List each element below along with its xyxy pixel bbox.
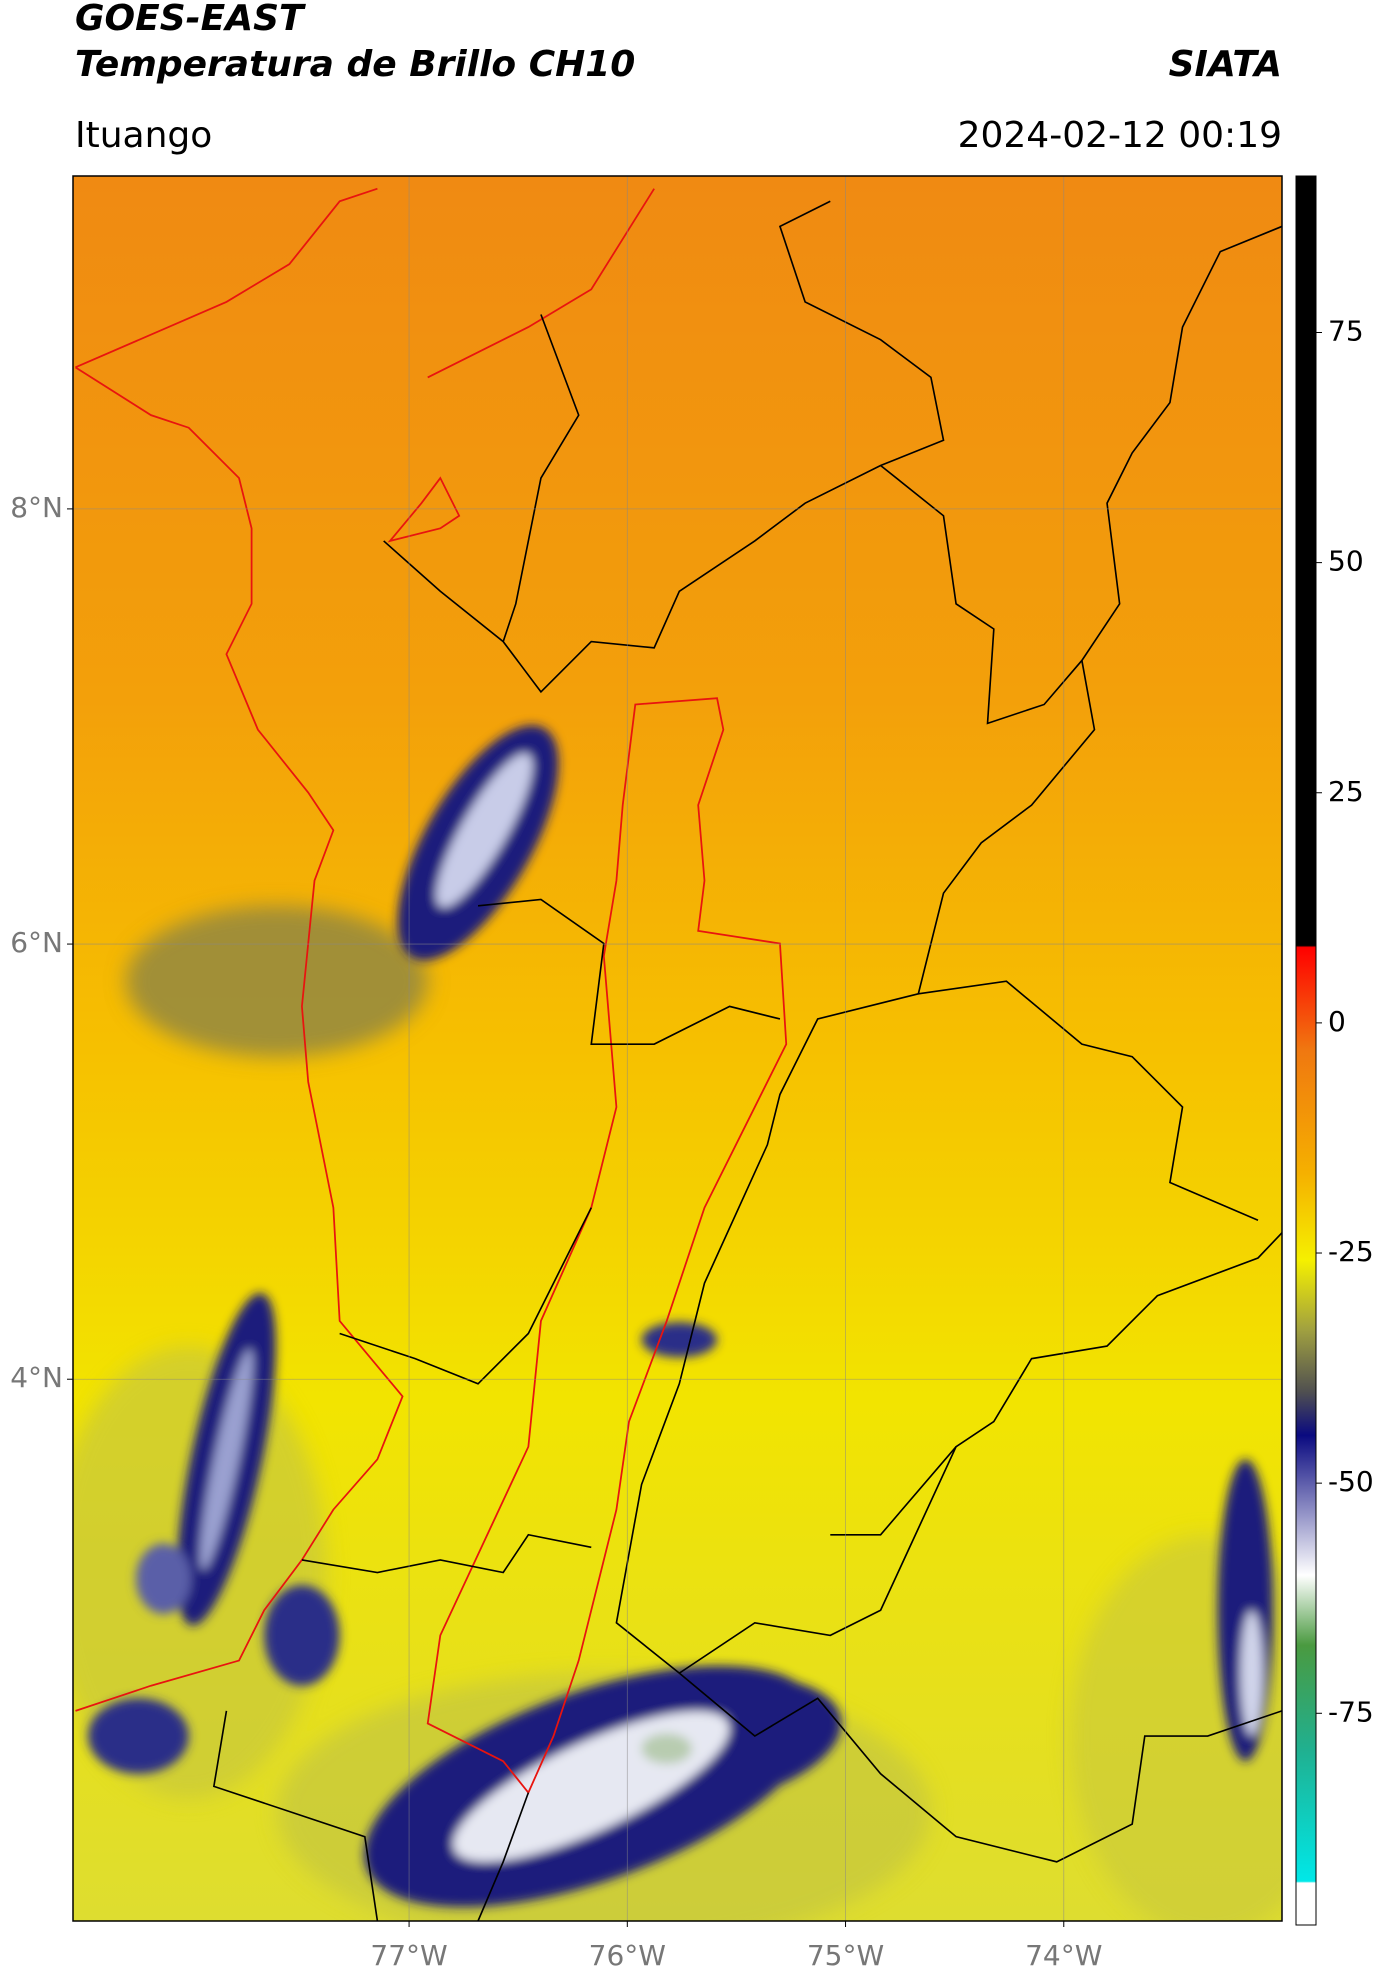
x-tick-label: 74°W bbox=[1025, 1939, 1102, 1972]
x-tick-label: 76°W bbox=[589, 1939, 666, 1972]
colorbar-tick-label: 0 bbox=[1328, 1005, 1346, 1038]
y-tick-label: 8°N bbox=[10, 491, 63, 524]
datetime: 2024-02-12 00:19 bbox=[958, 115, 1282, 156]
map-frame bbox=[72, 175, 1283, 1922]
y-tick-label: 6°N bbox=[10, 926, 63, 959]
x-tick-label: 75°W bbox=[807, 1939, 884, 1972]
colorbar-tick-label: 25 bbox=[1328, 775, 1364, 808]
x-tick-label: 77°W bbox=[370, 1939, 447, 1972]
colorbar-tick-label: 50 bbox=[1328, 545, 1364, 578]
colorbar bbox=[1295, 175, 1317, 1926]
subtitle: Temperatura de Brillo CH10 bbox=[75, 44, 635, 85]
colorbar-tick-label: -75 bbox=[1328, 1695, 1374, 1728]
cloud-field bbox=[73, 187, 1282, 1921]
colorbar-tick-label: -50 bbox=[1328, 1465, 1374, 1498]
map bbox=[73, 176, 1282, 1921]
y-tick-label: 4°N bbox=[10, 1361, 63, 1394]
agency: SIATA bbox=[1169, 44, 1282, 85]
colorbar-tick-label: 75 bbox=[1328, 314, 1364, 347]
location: Ituango bbox=[75, 115, 212, 156]
title: GOES-EAST bbox=[75, 0, 306, 39]
colorbar-tick-label: -25 bbox=[1328, 1235, 1374, 1268]
